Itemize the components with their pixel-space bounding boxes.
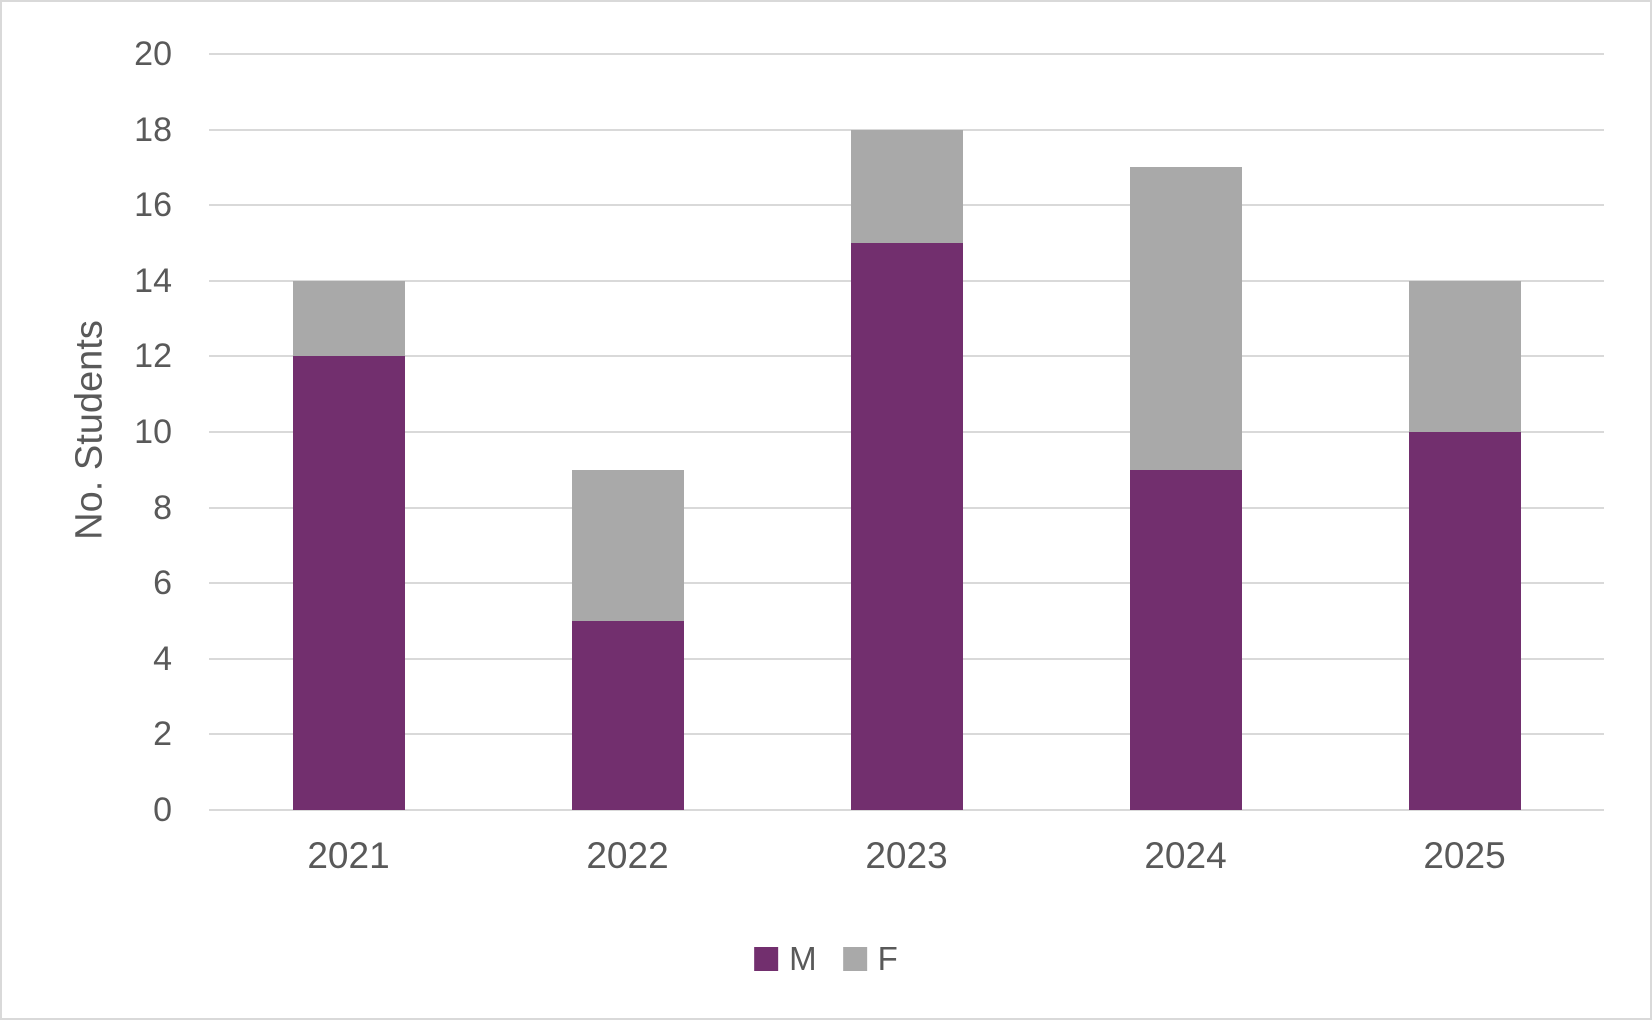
- bar-segment-f-2022: [571, 469, 684, 621]
- gridline-y-20: [209, 53, 1604, 55]
- bar-segment-m-2024: [1129, 469, 1242, 810]
- bar-segment-f-2023: [850, 129, 963, 243]
- legend-label-f: F: [877, 940, 898, 977]
- gridline-y-18: [209, 128, 1604, 131]
- plot-area: [209, 53, 1604, 811]
- legend-label-m: M: [789, 940, 817, 977]
- x-tick-label-2024: 2024: [1144, 835, 1227, 876]
- bar-segment-m-2021: [292, 356, 405, 810]
- x-tick-label-2022: 2022: [586, 835, 669, 876]
- y-tick-label-0: 0: [153, 791, 172, 829]
- y-tick-label-2: 2: [153, 715, 172, 754]
- bar-segment-m-2025: [1408, 432, 1521, 810]
- y-tick-label-16: 16: [134, 186, 172, 225]
- bar-segment-f-2025: [1408, 280, 1521, 432]
- x-tick-label-2023: 2023: [865, 835, 948, 876]
- bar-segment-m-2023: [850, 243, 963, 810]
- y-tick-label-14: 14: [134, 261, 172, 300]
- bar-segment-f-2021: [292, 280, 405, 357]
- gridline-y-0: [209, 809, 1604, 811]
- legend-swatch-m: [754, 946, 779, 971]
- y-tick-label-10: 10: [134, 413, 172, 451]
- y-tick-label-12: 12: [134, 337, 172, 376]
- x-tick-label-2021: 2021: [307, 835, 390, 876]
- y-tick-label-20: 20: [134, 35, 172, 73]
- legend-swatch-f: [842, 946, 867, 971]
- bar-segment-m-2022: [571, 621, 684, 810]
- y-tick-label-4: 4: [153, 639, 172, 678]
- legend-item-f: F: [842, 940, 898, 977]
- bar-segment-f-2024: [1129, 167, 1242, 470]
- y-tick-label-18: 18: [134, 110, 172, 149]
- y-tick-label-8: 8: [153, 488, 172, 527]
- y-tick-label-6: 6: [153, 564, 172, 603]
- x-tick-label-2025: 2025: [1423, 835, 1506, 876]
- legend-item-m: M: [754, 942, 817, 975]
